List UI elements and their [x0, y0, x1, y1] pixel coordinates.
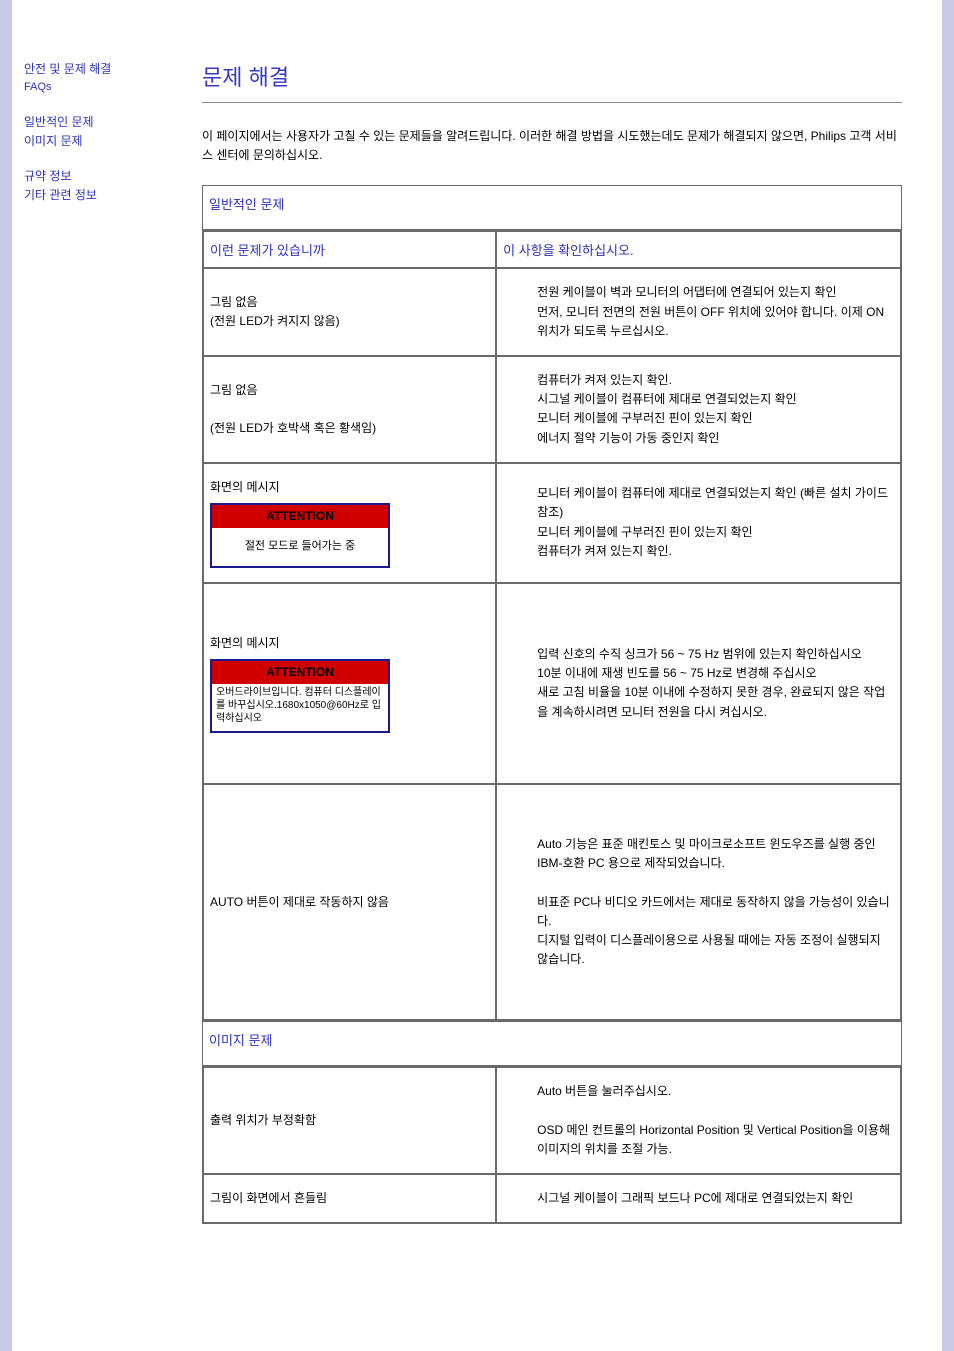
- title-divider: [202, 102, 902, 103]
- attention-body-text: 절전 모드로 들어가는 중: [212, 528, 388, 566]
- table-row: 출력 위치가 부정확함 Auto 버튼을 눌러주십시오. OSD 메인 컨트롤의…: [203, 1067, 901, 1174]
- column-headers: 이런 문제가 있습니까 이 사항을 확인하십시오.: [203, 231, 901, 268]
- table-row: 그림 없음 (전원 LED가 호박색 혹은 황색임) 컴퓨터가 켜져 있는지 확…: [203, 356, 901, 463]
- problem-line-1: 그림 없음: [210, 295, 258, 309]
- problem-cell: AUTO 버튼이 제대로 작동하지 않음: [203, 784, 496, 1020]
- attention-header: ATTENTION: [212, 505, 388, 528]
- table-row: AUTO 버튼이 제대로 작동하지 않음 Auto 기능은 표준 매킨토스 및 …: [203, 784, 901, 1020]
- sidebar-nav: 안전 및 문제 해결 FAQs 일반적인 문제 이미지 문제 규약 정보 기타 …: [12, 0, 192, 1351]
- solution-cell: Auto 버튼을 눌러주십시오. OSD 메인 컨트롤의 Horizontal …: [496, 1067, 901, 1174]
- sidebar-link-related-info[interactable]: 기타 관련 정보: [24, 186, 184, 205]
- attention-body-text: 오버드라이브입니다. 컴퓨터 디스플레이를 바꾸십시오.1680x1050@60…: [212, 684, 388, 731]
- section-header-image-text: 이미지 문제: [203, 1020, 901, 1067]
- screen-message-label: 화면의 메시지: [210, 636, 280, 650]
- intro-paragraph: 이 페이지에서는 사용자가 고칠 수 있는 문제들을 알려드립니다. 이러한 해…: [202, 127, 902, 165]
- main-content: 문제 해결 이 페이지에서는 사용자가 고칠 수 있는 문제들을 알려드립니다.…: [192, 0, 942, 1351]
- problem-line-2: (전원 LED가 켜지지 않음): [210, 314, 340, 328]
- sidebar-link-safety[interactable]: 안전 및 문제 해결: [24, 60, 184, 79]
- section-header-general: 일반적인 문제: [203, 186, 901, 231]
- attention-header: ATTENTION: [212, 661, 388, 684]
- solution-cell: 시그널 케이블이 그래픽 보드나 PC에 제대로 연결되었는지 확인: [496, 1174, 901, 1223]
- problem-cell: 출력 위치가 부정확함: [203, 1067, 496, 1174]
- problem-line-1: 그림 없음: [210, 383, 258, 397]
- problem-line-2: (전원 LED가 호박색 혹은 황색임): [210, 421, 376, 435]
- sidebar-group-2: 일반적인 문제 이미지 문제: [24, 113, 184, 151]
- section-header-general-text: 일반적인 문제: [203, 186, 901, 231]
- sidebar-link-faqs[interactable]: FAQs: [24, 79, 184, 97]
- sidebar-link-regulation[interactable]: 규약 정보: [24, 167, 184, 186]
- problem-cell: 화면의 메시지 ATTENTION 절전 모드로 들어가는 중: [203, 463, 496, 583]
- problem-cell: 화면의 메시지 ATTENTION 오버드라이브입니다. 컴퓨터 디스플레이를 …: [203, 583, 496, 784]
- problem-cell: 그림이 화면에서 흔들림: [203, 1174, 496, 1223]
- problem-cell: 그림 없음 (전원 LED가 호박색 혹은 황색임): [203, 356, 496, 463]
- page-title: 문제 해결: [202, 60, 902, 92]
- solution-cell: 모니터 케이블이 컴퓨터에 제대로 연결되었는지 확인 (빠른 설치 가이드 참…: [496, 463, 901, 583]
- table-row: 화면의 메시지 ATTENTION 절전 모드로 들어가는 중 모니터 케이블이…: [203, 463, 901, 583]
- solution-cell: 전원 케이블이 벽과 모니터의 어댑터에 연결되어 있는지 확인 먼저, 모니터…: [496, 268, 901, 356]
- attention-box: ATTENTION 절전 모드로 들어가는 중: [210, 503, 390, 568]
- attention-box: ATTENTION 오버드라이브입니다. 컴퓨터 디스플레이를 바꾸십시오.16…: [210, 659, 390, 733]
- sidebar-group-3: 규약 정보 기타 관련 정보: [24, 167, 184, 205]
- section-header-image: 이미지 문제: [203, 1020, 901, 1067]
- table-row: 그림 없음 (전원 LED가 켜지지 않음) 전원 케이블이 벽과 모니터의 어…: [203, 268, 901, 356]
- troubleshoot-table: 일반적인 문제 이런 문제가 있습니까 이 사항을 확인하십시오. 그림 없음 …: [202, 185, 902, 1224]
- solution-cell: Auto 기능은 표준 매킨토스 및 마이크로소프트 윈도우즈를 실행 중인 I…: [496, 784, 901, 1020]
- solution-cell: 컴퓨터가 켜져 있는지 확인. 시그널 케이블이 컴퓨터에 제대로 연결되었는지…: [496, 356, 901, 463]
- sidebar-group-1: 안전 및 문제 해결 FAQs: [24, 60, 184, 97]
- solution-cell: 입력 신호의 수직 싱크가 56 ~ 75 Hz 범위에 있는지 확인하십시오 …: [496, 583, 901, 784]
- sidebar-link-image-problems[interactable]: 이미지 문제: [24, 132, 184, 151]
- screen-message-label: 화면의 메시지: [210, 480, 280, 494]
- page-frame: 안전 및 문제 해결 FAQs 일반적인 문제 이미지 문제 규약 정보 기타 …: [0, 0, 954, 1351]
- table-row: 화면의 메시지 ATTENTION 오버드라이브입니다. 컴퓨터 디스플레이를 …: [203, 583, 901, 784]
- col-header-check: 이 사항을 확인하십시오.: [496, 231, 901, 268]
- col-header-problem: 이런 문제가 있습니까: [203, 231, 496, 268]
- sidebar-link-general-problems[interactable]: 일반적인 문제: [24, 113, 184, 132]
- table-row: 그림이 화면에서 흔들림 시그널 케이블이 그래픽 보드나 PC에 제대로 연결…: [203, 1174, 901, 1223]
- problem-cell: 그림 없음 (전원 LED가 켜지지 않음): [203, 268, 496, 356]
